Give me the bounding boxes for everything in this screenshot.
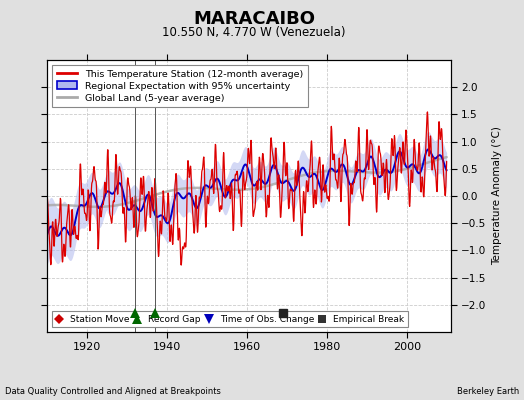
Legend: Station Move, Record Gap, Time of Obs. Change, Empirical Break: Station Move, Record Gap, Time of Obs. C… <box>52 311 408 328</box>
Text: Data Quality Controlled and Aligned at Breakpoints: Data Quality Controlled and Aligned at B… <box>5 387 221 396</box>
Text: MARACAIBO: MARACAIBO <box>193 10 315 28</box>
Text: Berkeley Earth: Berkeley Earth <box>456 387 519 396</box>
Text: 10.550 N, 4.770 W (Venezuela): 10.550 N, 4.770 W (Venezuela) <box>162 26 346 39</box>
Y-axis label: Temperature Anomaly (°C): Temperature Anomaly (°C) <box>492 126 502 266</box>
